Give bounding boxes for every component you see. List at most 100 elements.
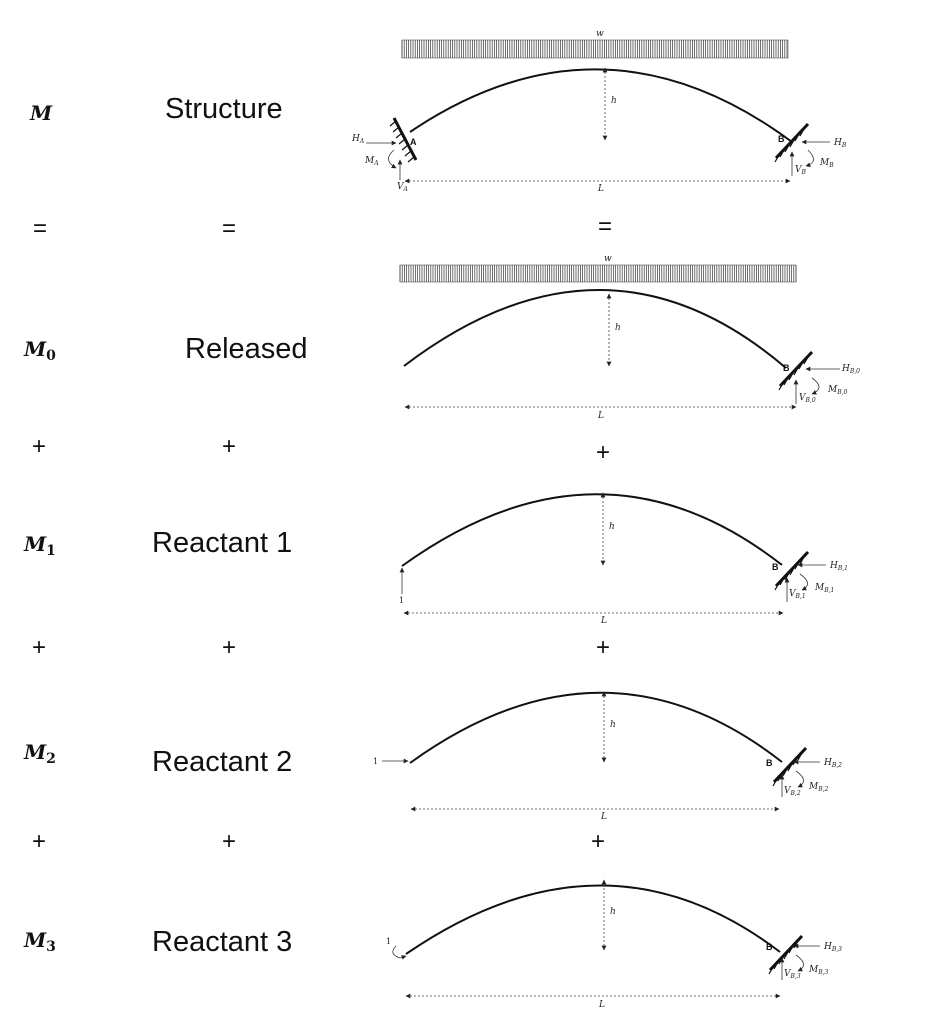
span-label: L <box>597 184 604 194</box>
svg-text:HB,3: HB,3 <box>823 942 842 953</box>
svg-text:VB,2: VB,2 <box>784 786 801 797</box>
support-b-hatch <box>774 128 805 163</box>
unit-horizontal-load: 1 <box>373 757 409 766</box>
height-label: h <box>609 522 615 532</box>
svg-text:MB,2: MB,2 <box>808 782 829 793</box>
height-dimension: h <box>600 492 615 566</box>
support-b-hatch <box>778 356 809 391</box>
point-b-label: B <box>772 562 779 572</box>
height-label: h <box>610 720 616 730</box>
svg-text:MB,3: MB,3 <box>808 965 829 976</box>
operator: + <box>222 828 236 855</box>
reaction-hb: HB,3 <box>793 942 842 953</box>
operator: + <box>596 439 610 466</box>
operator: = <box>33 215 47 242</box>
svg-text:MB,0: MB,0 <box>827 385 848 396</box>
reaction-vb: VB,0 <box>793 379 816 404</box>
arch-member <box>409 68 793 143</box>
row-structure: M Structure w h L A <box>29 29 847 194</box>
case-label: Reactant 3 <box>152 926 292 958</box>
operator: + <box>32 634 46 661</box>
fixed-support-a: A <box>389 117 418 163</box>
case-label: Structure <box>165 93 283 125</box>
reaction-vb: VB <box>789 151 807 176</box>
arch-member <box>405 884 781 955</box>
row-reactant-3: M3 Reactant 3 h 1 L B HB,3 <box>23 879 842 1010</box>
arch-member <box>409 691 783 764</box>
row-reactant-2: M2 Reactant 2 h 1 L B HB,2 <box>23 691 842 822</box>
svg-text:HB,1: HB,1 <box>829 561 848 572</box>
span-dimension: L <box>404 178 791 194</box>
height-dimension: h <box>602 67 617 141</box>
operator: = <box>598 213 612 240</box>
svg-text:MB,1: MB,1 <box>814 583 834 594</box>
svg-text:HB,0: HB,0 <box>841 364 860 375</box>
height-dimension: h <box>606 293 621 367</box>
operator-row-1: = = = <box>33 213 612 242</box>
reaction-ma: MA <box>364 149 397 169</box>
moment-symbol: M1 <box>23 532 56 559</box>
svg-text:MA: MA <box>364 156 379 167</box>
operator: + <box>222 433 236 460</box>
row-released: M0 Released w h L B HB,0 <box>23 254 860 421</box>
fixed-support-b: B <box>774 122 810 163</box>
arch-member <box>401 493 783 567</box>
operator-row-4: + + + <box>32 828 605 855</box>
case-label: Released <box>185 333 308 365</box>
fixed-support-b: B <box>772 550 810 591</box>
reaction-hb: HB <box>801 138 847 149</box>
moment-symbol: M0 <box>23 337 56 364</box>
span-label: L <box>600 812 607 822</box>
moment-symbol: M3 <box>23 928 56 955</box>
height-label: h <box>615 323 621 333</box>
row-reactant-1: M1 Reactant 1 h 1 L B HB,1 <box>23 492 848 626</box>
reaction-va: VA <box>397 159 409 193</box>
svg-text:VB: VB <box>795 165 807 176</box>
fixed-support-b: B <box>778 350 814 391</box>
svg-text:HB: HB <box>833 138 847 149</box>
height-dimension: h <box>601 691 616 763</box>
unit-load-label: 1 <box>399 596 404 605</box>
distributed-load-w: w <box>401 29 789 59</box>
reaction-mb: MB,3 <box>795 954 829 976</box>
reaction-vb: VB,2 <box>779 774 801 797</box>
span-dimension: L <box>410 806 780 822</box>
operator: + <box>222 634 236 661</box>
moment-symbol: M2 <box>23 740 56 767</box>
support-a-hatch <box>389 120 415 163</box>
svg-text:VB,3: VB,3 <box>784 969 801 980</box>
span-dimension: L <box>405 993 781 1010</box>
svg-text:VB,1: VB,1 <box>789 589 806 600</box>
load-hatching <box>399 265 797 282</box>
operator-row-3: + + + <box>32 634 610 661</box>
operator-row-2: + + + <box>32 433 610 466</box>
reaction-vb: VB,3 <box>779 957 801 980</box>
height-label: h <box>611 96 617 106</box>
load-label: w <box>604 254 612 264</box>
reaction-mb: MB,1 <box>799 573 834 594</box>
operator: + <box>32 433 46 460</box>
height-dimension: h <box>601 879 616 951</box>
point-b-label: B <box>783 363 790 373</box>
unit-load-label: 1 <box>373 757 378 766</box>
arch-member <box>403 289 787 369</box>
load-label: w <box>596 29 604 39</box>
svg-text:VB,0: VB,0 <box>799 393 816 404</box>
span-dimension: L <box>404 404 797 421</box>
point-b-label: B <box>766 942 773 952</box>
reaction-vb: VB,1 <box>784 577 806 602</box>
span-dimension: L <box>403 610 784 626</box>
span-label: L <box>600 616 607 626</box>
svg-text:HA: HA <box>351 134 365 145</box>
distributed-load-w: w <box>399 254 797 283</box>
point-a-label: A <box>410 137 417 147</box>
reaction-ha: HA <box>351 134 397 146</box>
reaction-mb: MB,2 <box>795 770 829 793</box>
case-label: Reactant 2 <box>152 746 292 778</box>
unit-moment-load: 1 <box>386 937 407 960</box>
unit-load-label: 1 <box>386 937 391 946</box>
span-label: L <box>598 1000 605 1010</box>
svg-text:MB: MB <box>819 158 834 169</box>
unit-vertical-load: 1 <box>399 567 405 605</box>
